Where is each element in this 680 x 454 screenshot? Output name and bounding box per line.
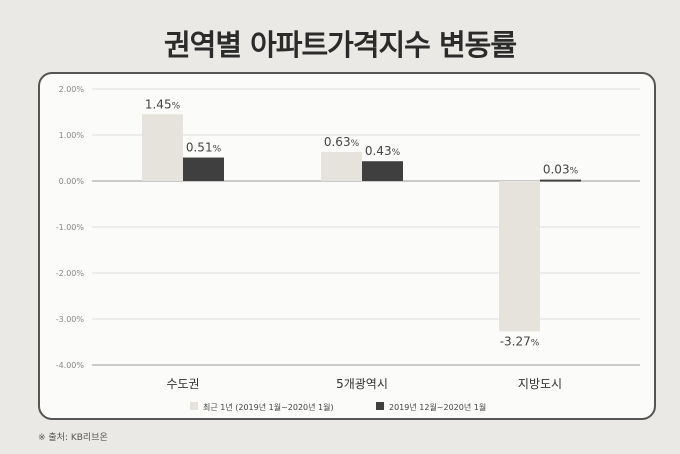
data-label: 1.45% xyxy=(145,97,181,111)
x-tick-label: 5개광역시 xyxy=(336,377,388,391)
y-tick-label: -4.00% xyxy=(56,361,85,370)
data-label: 0.43% xyxy=(365,144,401,158)
x-tick-label: 수도권 xyxy=(166,377,199,391)
y-tick-label: -1.00% xyxy=(56,223,85,232)
data-label: 0.03% xyxy=(543,163,579,177)
bar xyxy=(183,157,224,181)
y-tick-label: -2.00% xyxy=(56,269,85,278)
y-tick-label: 1.00% xyxy=(59,131,85,140)
bar xyxy=(321,152,362,181)
bar xyxy=(540,179,581,182)
source-note: ※ 출처: KB리브온 xyxy=(38,433,108,443)
y-tick-label: 2.00% xyxy=(59,85,85,94)
chart-panel xyxy=(38,72,656,420)
data-label: 0.63% xyxy=(324,135,360,149)
bar xyxy=(362,161,403,181)
chart-title: 권역별 아파트가격지수 변동률 xyxy=(163,28,517,62)
y-tick-label: 0.00% xyxy=(59,177,85,186)
legend-label: 최근 1년 (2019년 1월~2020년 1월) xyxy=(203,402,334,412)
bar xyxy=(142,114,183,181)
data-label: 0.51% xyxy=(186,141,222,155)
legend-swatch xyxy=(376,402,384,410)
y-tick-label: -3.00% xyxy=(56,315,85,324)
legend-swatch xyxy=(190,402,198,410)
bar xyxy=(499,181,540,332)
legend-label: 2019년 12월~2020년 1월 xyxy=(389,402,486,412)
x-tick-label: 지방도시 xyxy=(518,377,562,391)
data-label: -3.27% xyxy=(500,334,540,348)
